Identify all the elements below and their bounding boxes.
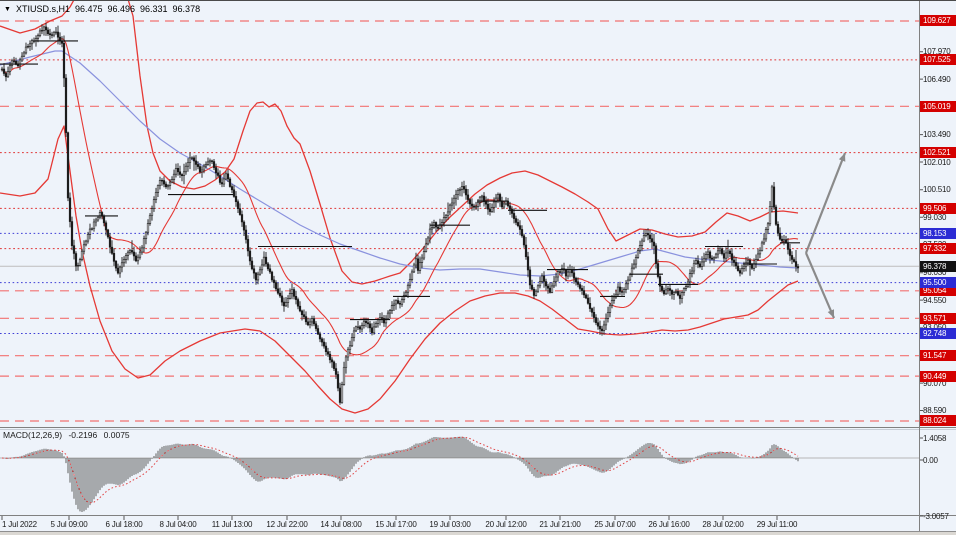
price-level-badge: 102.521 — [920, 147, 956, 159]
price-level-badge: 99.506 — [920, 202, 956, 214]
price-tick-label: 99.030 — [923, 212, 947, 222]
time-axis-label: 29 Jul 11:00 — [756, 520, 798, 529]
time-axis-label: 28 Jul 02:00 — [702, 520, 744, 529]
symbol-period-label: XTIUSD.s,H1 — [15, 4, 70, 14]
price-level-badge: 88.024 — [920, 415, 956, 427]
time-axis[interactable]: 1 Jul 2022 5 Jul 09:00 6 Jul 18:00 8 Jul 04… — [0, 515, 956, 531]
price-level-badge: 90.449 — [920, 370, 956, 382]
price-tick-label: 106.490 — [923, 74, 951, 84]
price-tick-label: 96.030 — [923, 268, 947, 278]
time-axis-label: 12 Jul 22:00 — [266, 520, 308, 529]
price-level-badge: 93.571 — [920, 312, 956, 324]
price-tick-label: 100.510 — [923, 185, 951, 195]
symbol-marker-icon: ▼ — [4, 5, 11, 13]
price-level-badge: 95.500 — [920, 277, 956, 289]
price-tick-label: 102.010 — [923, 157, 951, 167]
price-tick-label: 103.490 — [923, 130, 951, 140]
ohlc-low: 96.331 — [140, 4, 168, 14]
price-level-badge: 92.748 — [920, 328, 956, 339]
ohlc-open: 96.475 — [74, 4, 103, 14]
price-level-badge: 109.627 — [920, 15, 956, 27]
price-level-badge: 105.019 — [920, 100, 956, 112]
macd-axis-label: 1.4058 — [923, 434, 947, 443]
price-tick-label: 90.070 — [923, 378, 947, 388]
macd-indicator-label: MACD(12,26,9) -0.2196 0.0075 — [3, 430, 134, 440]
time-axis-label: 19 Jul 03:00 — [429, 520, 471, 529]
time-axis-label: 20 Jul 12:00 — [485, 520, 527, 529]
time-axis-label: 6 Jul 18:00 — [105, 520, 143, 529]
current-price-badge: 96.378 — [920, 260, 956, 272]
price-level-badge: 98.153 — [920, 227, 956, 239]
time-axis-label: 21 Jul 21:00 — [539, 520, 581, 529]
ohlc-close: 96.378 — [172, 4, 201, 14]
macd-signal-value: 0.0075 — [103, 430, 130, 440]
price-tick-label: 88.590 — [923, 405, 947, 415]
macd-axis-label: 0.00 — [923, 456, 938, 465]
time-axis-label: 26 Jul 16:00 — [648, 520, 690, 529]
ohlc-high: 96.496 — [107, 4, 136, 14]
price-level-badge: 107.525 — [920, 54, 956, 66]
time-axis-label: 11 Jul 13:00 — [211, 520, 253, 529]
price-tick-label: 93.050 — [923, 323, 946, 332]
price-axis[interactable]: 107.970 106.490 103.490 102.010 100.510 99.03… — [920, 1, 956, 531]
time-axis-label: 25 Jul 07:00 — [594, 520, 636, 529]
time-axis-label: 1 Jul 2022 — [2, 520, 37, 529]
time-axis-label: 5 Jul 09:00 — [50, 520, 88, 529]
time-axis-label: 8 Jul 04:00 — [159, 520, 197, 529]
time-axis-label: 14 Jul 08:00 — [320, 520, 362, 529]
window-bottom-edge — [0, 531, 956, 535]
macd-name: MACD(12,26,9) — [3, 430, 63, 440]
macd-axis-label: -3.0057 — [923, 512, 949, 521]
price-tick-label: 107.970 — [923, 47, 951, 57]
time-axis-label: 15 Jul 17:00 — [375, 520, 417, 529]
price-level-badge: 95.054 — [920, 285, 956, 297]
macd-value: -0.2196 — [68, 430, 98, 440]
price-level-badge: 91.547 — [920, 350, 956, 362]
price-level-badge: 97.332 — [920, 243, 956, 255]
price-tick-label: 94.550 — [923, 295, 947, 305]
chart-title: ▼ XTIUSD.s,H1 96.475 96.496 96.331 96.37… — [4, 4, 202, 14]
